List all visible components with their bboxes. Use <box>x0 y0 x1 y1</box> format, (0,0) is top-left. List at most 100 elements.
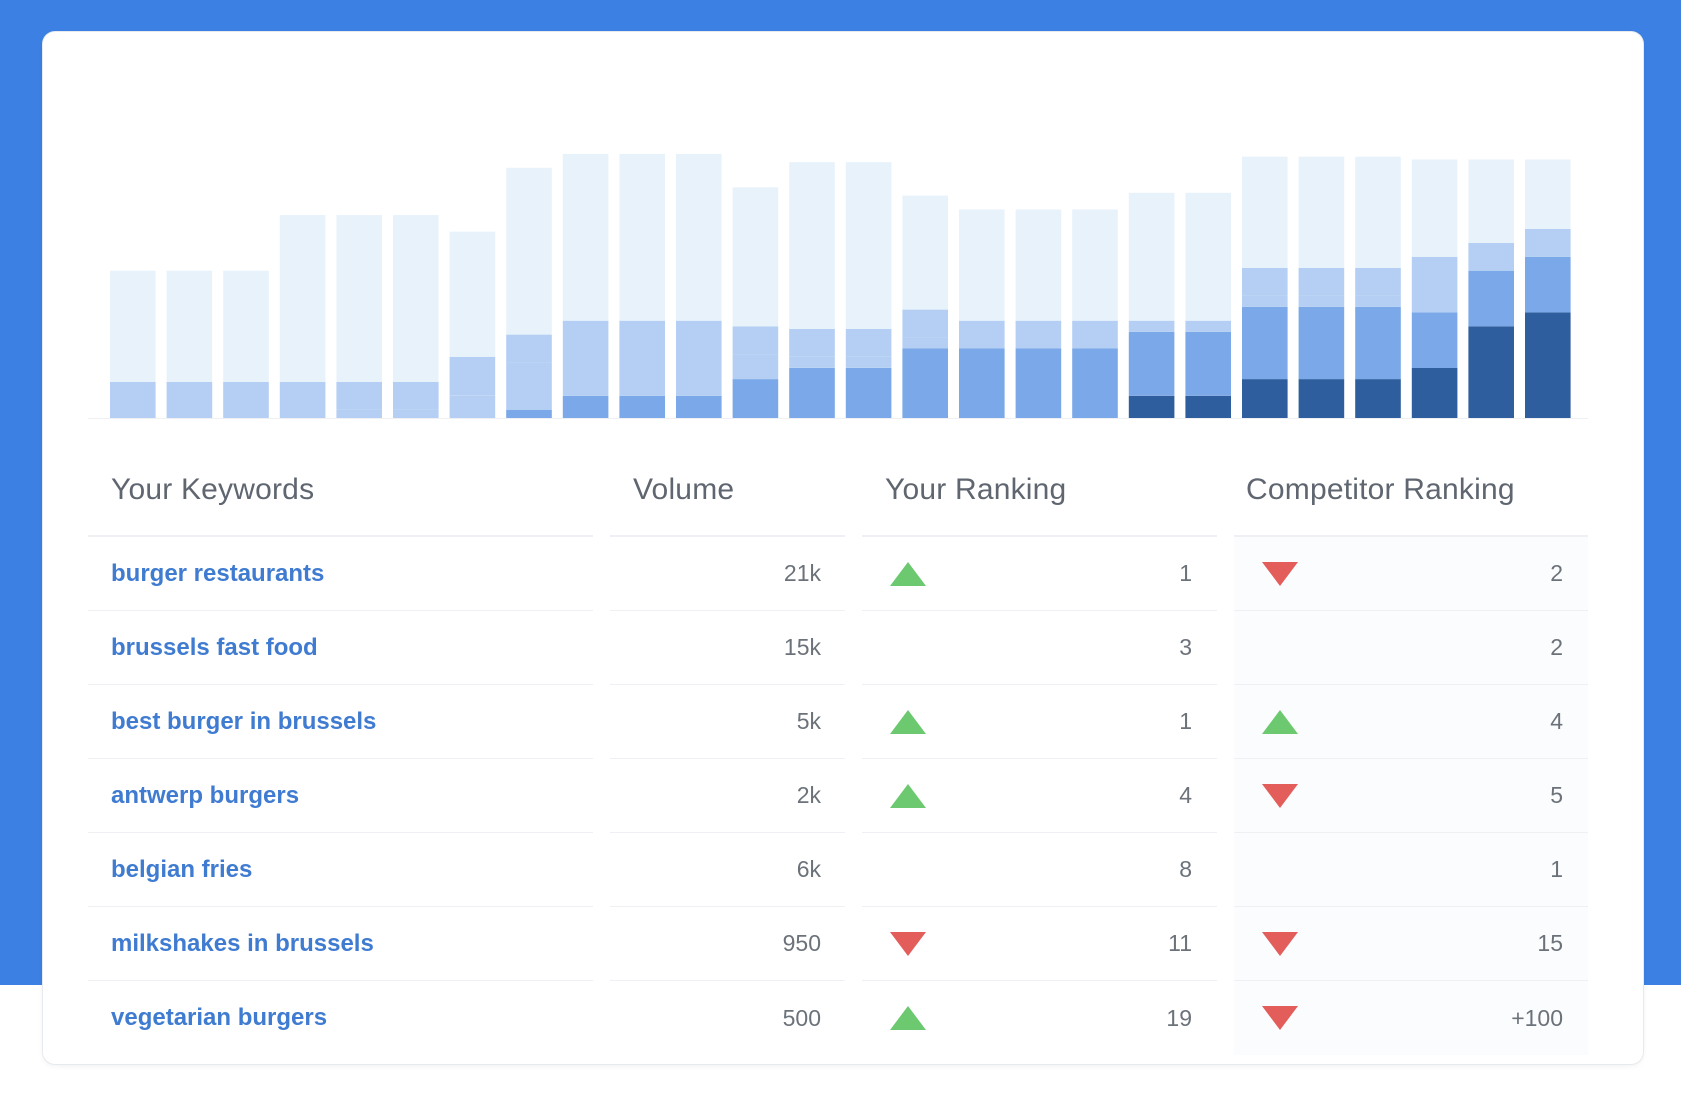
bar-segment <box>1468 270 1514 327</box>
bar-segment <box>732 354 779 380</box>
bar-segment <box>1185 320 1231 332</box>
bar-segment <box>902 348 948 418</box>
bar-segment <box>1242 156 1288 268</box>
competitor-ranking-cell: 15 <box>1234 907 1588 981</box>
keyword-link[interactable]: burger restaurants <box>111 559 325 587</box>
table-row: burger restaurants 21k 1 2 <box>88 537 1588 611</box>
bar-segment <box>1298 306 1345 380</box>
bar-segment <box>1411 298 1458 313</box>
bar-segment <box>789 329 835 357</box>
bar-segment <box>959 320 1005 349</box>
competitor-rank-value: 2 <box>1550 560 1563 586</box>
bar-segment <box>449 231 496 357</box>
bar-segment <box>562 153 609 321</box>
volume-cell: 950 <box>610 907 845 981</box>
bar-segment <box>336 409 382 418</box>
bar-segment <box>1525 229 1571 257</box>
competitor-rank-value: +100 <box>1511 1004 1563 1031</box>
bar-segment <box>1411 159 1458 257</box>
bar-segment <box>619 348 665 396</box>
bar-segment <box>166 270 213 382</box>
competitor-ranking-cell: 2 <box>1234 537 1588 611</box>
bar-segment <box>506 409 552 418</box>
bar-segment <box>1468 326 1514 418</box>
bar-segment <box>732 187 779 327</box>
keyword-cell: milkshakes in brussels <box>88 907 593 981</box>
your-rank-value: 8 <box>1179 856 1192 882</box>
your-ranking-cell: 3 <box>862 611 1217 685</box>
header-competitor-ranking-cell: Competitor Ranking <box>1234 445 1588 537</box>
bar-segment <box>902 309 948 338</box>
trend-down-icon <box>1261 930 1299 958</box>
volume-cell: 500 <box>610 981 845 1055</box>
keyword-link[interactable]: best burger in brussels <box>111 707 377 735</box>
bar-segment <box>1468 242 1514 271</box>
bar-segment <box>902 195 948 310</box>
bar-segment <box>449 356 496 396</box>
keyword-cell: belgian fries <box>88 833 593 907</box>
your-ranking-cell: 19 <box>862 981 1217 1055</box>
keyword-table: Your Keywords Volume Your Ranking Compet… <box>88 445 1588 1055</box>
trend-empty-slot <box>1261 634 1299 662</box>
bar-segment <box>1411 368 1458 418</box>
keyword-link[interactable]: antwerp burgers <box>111 781 300 809</box>
bar-segment <box>1185 331 1231 396</box>
bar-segment <box>393 215 439 382</box>
keyword-link[interactable]: milkshakes in brussels <box>111 929 374 957</box>
bar-segment <box>732 326 779 355</box>
bar-segment <box>1525 312 1571 418</box>
bar-segment <box>959 209 1005 321</box>
bar-segment <box>166 381 213 418</box>
trend-empty-slot <box>1261 856 1299 884</box>
competitor-ranking-cell: 2 <box>1234 611 1588 685</box>
bar-segment <box>1355 156 1401 268</box>
volume-cell: 2k <box>610 759 845 833</box>
bar-segment <box>562 395 609 418</box>
bar-segment <box>1298 156 1345 268</box>
trend-down-icon <box>1261 560 1299 588</box>
header-volume-cell: Volume <box>610 445 845 537</box>
volume-value: 2k <box>796 782 821 808</box>
volume-value: 5k <box>796 708 821 734</box>
bar-segment <box>1015 348 1062 418</box>
header-competitor-ranking: Competitor Ranking <box>1246 473 1515 506</box>
table-row: milkshakes in brussels 950 11 15 <box>88 907 1588 981</box>
bar-segment <box>393 409 439 418</box>
bar-segment <box>845 368 892 418</box>
bar-segment <box>1525 256 1571 313</box>
competitor-rank-value: 2 <box>1550 634 1563 660</box>
your-rank-value: 1 <box>1179 560 1192 586</box>
volume-cell: 5k <box>610 685 845 759</box>
bar-segment <box>562 320 609 349</box>
competitor-rank-value: 4 <box>1550 708 1563 734</box>
header-keywords: Your Keywords <box>111 473 315 506</box>
bar-segment <box>1355 379 1401 418</box>
table-row: vegetarian burgers 500 19 +100 <box>88 981 1588 1055</box>
bar-segment <box>1072 320 1118 349</box>
your-ranking-cell: 8 <box>862 833 1217 907</box>
bar-segment <box>1242 379 1288 418</box>
bar-segment <box>1525 159 1571 229</box>
keyword-ranking-card: Your Keywords Volume Your Ranking Compet… <box>43 32 1643 1064</box>
trend-up-icon <box>1261 708 1299 736</box>
your-ranking-cell: 1 <box>862 685 1217 759</box>
your-rank-value: 4 <box>1179 782 1192 808</box>
keyword-link[interactable]: brussels fast food <box>111 633 318 661</box>
bar-segment <box>1185 192 1231 321</box>
bar-segment <box>562 348 609 396</box>
table-header: Your Keywords Volume Your Ranking Compet… <box>88 445 1588 537</box>
bar-segment <box>1298 267 1345 296</box>
your-ranking-cell: 4 <box>862 759 1217 833</box>
bar-segment <box>393 381 439 410</box>
bar-segment <box>1015 320 1062 349</box>
volume-cell: 6k <box>610 833 845 907</box>
bar-segment <box>1128 331 1175 396</box>
keyword-link[interactable]: vegetarian burgers <box>111 1004 328 1031</box>
bar-segment <box>732 379 779 418</box>
keyword-link[interactable]: belgian fries <box>111 855 253 883</box>
table-row: best burger in brussels 5k 1 4 <box>88 685 1588 759</box>
bar-segment <box>110 270 156 382</box>
bar-segment <box>676 153 722 321</box>
header-keywords-cell: Your Keywords <box>88 445 593 537</box>
bar-segment <box>845 162 892 329</box>
